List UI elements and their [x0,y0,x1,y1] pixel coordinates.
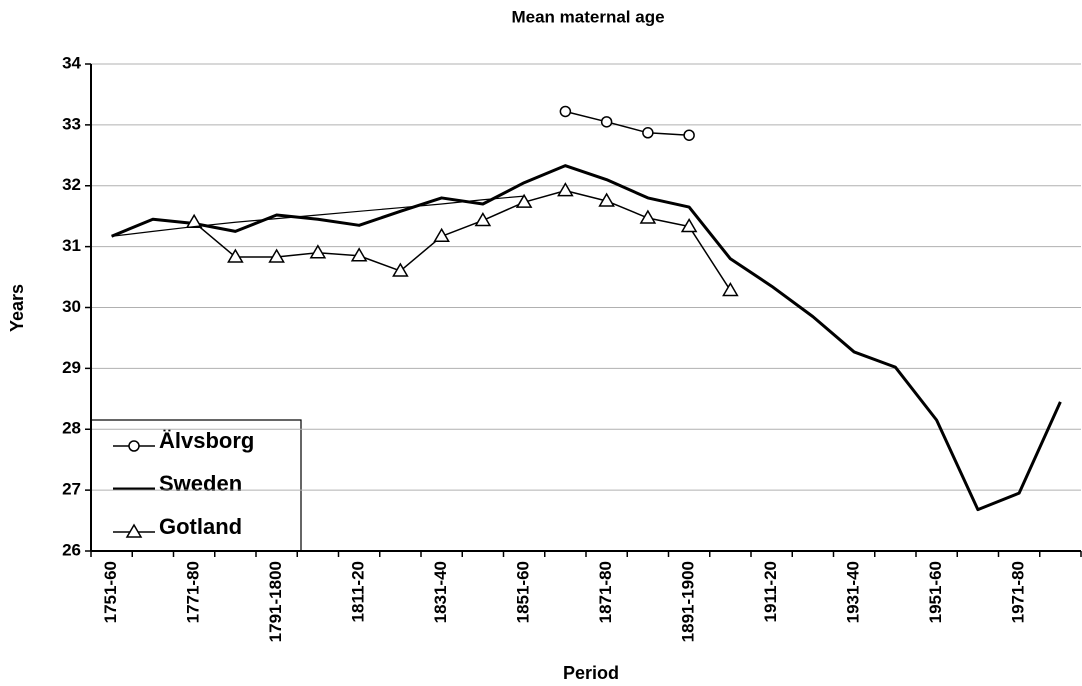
legend: Älvsborg Sweden Gotland [90,419,302,552]
x-axis-label: Period [563,663,619,683]
marker [128,440,140,452]
marker [268,248,285,263]
marker [474,211,492,227]
legend-label: Gotland [159,514,242,539]
x-tick-label: 1871-80 [596,561,615,623]
x-tick-label: 1831-40 [431,561,450,623]
marker [227,248,244,263]
marker [683,129,695,141]
marker [185,213,203,229]
marker [392,262,409,277]
series-line [193,189,732,291]
x-tick-label: 1811-20 [349,561,368,622]
y-axis-label: Years [7,284,27,332]
y-tick-label: 29 [62,358,81,377]
marker [309,244,327,259]
y-tick-label: 28 [62,419,81,438]
legend-label: Älvsborg [159,428,254,453]
marker [639,209,657,224]
marker [642,127,654,139]
x-tick-label: 1771-80 [184,561,203,623]
legend-box [90,419,302,552]
legend-label: Sweden [159,471,242,496]
marker [557,182,574,197]
marker [125,523,143,538]
y-tick-label: 32 [62,175,81,194]
x-tick-label: 1971-80 [1009,561,1028,623]
y-tick-label: 33 [62,114,81,133]
x-tick-label: 1751-60 [101,561,120,623]
chart-title: Mean maternal age [511,7,664,26]
x-tick-label: 1931-40 [844,561,863,623]
y-tick-label: 31 [62,236,81,255]
y-tick-label: 30 [62,297,81,316]
marker [433,227,450,243]
x-tick-label: 1791-1800 [266,561,285,642]
series-line [111,195,525,237]
series-line [565,110,690,136]
x-tick-label: 1951-60 [926,561,945,623]
y-tick-label: 26 [62,540,81,559]
marker [559,105,572,118]
x-tick-label: 1851-60 [514,561,533,623]
y-tick-label: 34 [62,53,81,72]
marker [600,116,613,128]
x-tick-label: 1891-1900 [679,561,698,642]
marker [515,193,533,208]
series-line [111,164,1062,512]
marker [350,247,368,262]
y-tick-label: 27 [62,480,81,499]
x-tick-label: 1911-20 [761,561,780,622]
marker [598,192,615,207]
marker [722,281,739,297]
marker [680,218,698,233]
